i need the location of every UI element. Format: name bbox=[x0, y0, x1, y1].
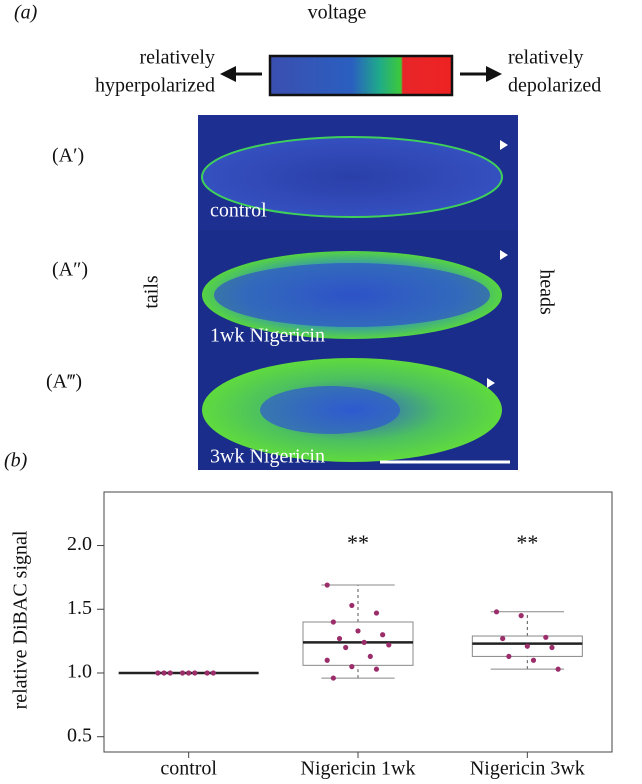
row-label: (A‴) bbox=[46, 371, 82, 393]
side-label: heads bbox=[535, 269, 557, 315]
significance: ** bbox=[347, 530, 369, 555]
data-point bbox=[324, 582, 330, 588]
y-tick-label: 1.5 bbox=[67, 597, 92, 619]
data-point bbox=[500, 635, 506, 642]
data-point bbox=[167, 670, 173, 676]
data-point bbox=[155, 670, 161, 676]
image-label: control bbox=[210, 200, 267, 222]
row-label: (A″) bbox=[52, 259, 88, 281]
image-label: 1wk Nigericin bbox=[210, 325, 325, 347]
y-tick-label: 2.0 bbox=[67, 533, 92, 555]
data-point bbox=[349, 602, 355, 609]
data-point bbox=[361, 639, 367, 645]
row-label: (A′) bbox=[52, 145, 84, 167]
y-tick-label: 1.0 bbox=[67, 661, 92, 683]
x-tick-label: control bbox=[160, 758, 217, 779]
data-point bbox=[355, 628, 361, 634]
right-label: depolarized bbox=[508, 75, 601, 97]
x-tick-label: Nigericin 1wk bbox=[301, 758, 416, 779]
data-point bbox=[555, 666, 561, 672]
data-point bbox=[343, 644, 349, 651]
y-axis-label: relative DiBAC signal bbox=[10, 530, 32, 709]
data-point bbox=[204, 670, 210, 676]
data-point bbox=[549, 644, 555, 651]
data-point bbox=[349, 664, 355, 670]
panel-label: (a) bbox=[14, 2, 38, 24]
data-point bbox=[524, 643, 530, 649]
data-point bbox=[192, 670, 198, 676]
panel-label: (b) bbox=[4, 450, 28, 472]
side-label: tails bbox=[141, 275, 163, 309]
data-point bbox=[330, 619, 336, 625]
data-point bbox=[493, 609, 500, 615]
micrographs bbox=[198, 115, 518, 470]
left-label: hyperpolarized bbox=[95, 75, 215, 97]
arrows bbox=[220, 66, 502, 82]
data-point bbox=[186, 670, 192, 676]
colorbar-title: voltage bbox=[308, 2, 367, 24]
data-point bbox=[543, 634, 549, 640]
data-point bbox=[336, 635, 343, 642]
left-label: relatively bbox=[139, 47, 215, 69]
data-point bbox=[330, 675, 336, 681]
data-point bbox=[530, 657, 537, 663]
data-point bbox=[179, 670, 186, 676]
colorbar bbox=[268, 54, 454, 97]
data-point bbox=[367, 653, 373, 660]
data-point bbox=[324, 657, 330, 663]
data-point bbox=[380, 632, 386, 638]
data-point bbox=[210, 670, 216, 676]
data-point bbox=[386, 642, 392, 648]
significance: ** bbox=[516, 530, 538, 555]
data-point bbox=[161, 670, 167, 676]
data-point bbox=[506, 653, 512, 660]
x-tick-label: Nigericin 3wk bbox=[470, 758, 585, 779]
data-point bbox=[373, 666, 380, 672]
right-label: relatively bbox=[508, 47, 584, 69]
data-point bbox=[518, 613, 524, 619]
y-tick-label: 0.5 bbox=[67, 724, 92, 746]
data-point bbox=[373, 610, 380, 616]
image-label: 3wk Nigericin bbox=[210, 446, 325, 468]
